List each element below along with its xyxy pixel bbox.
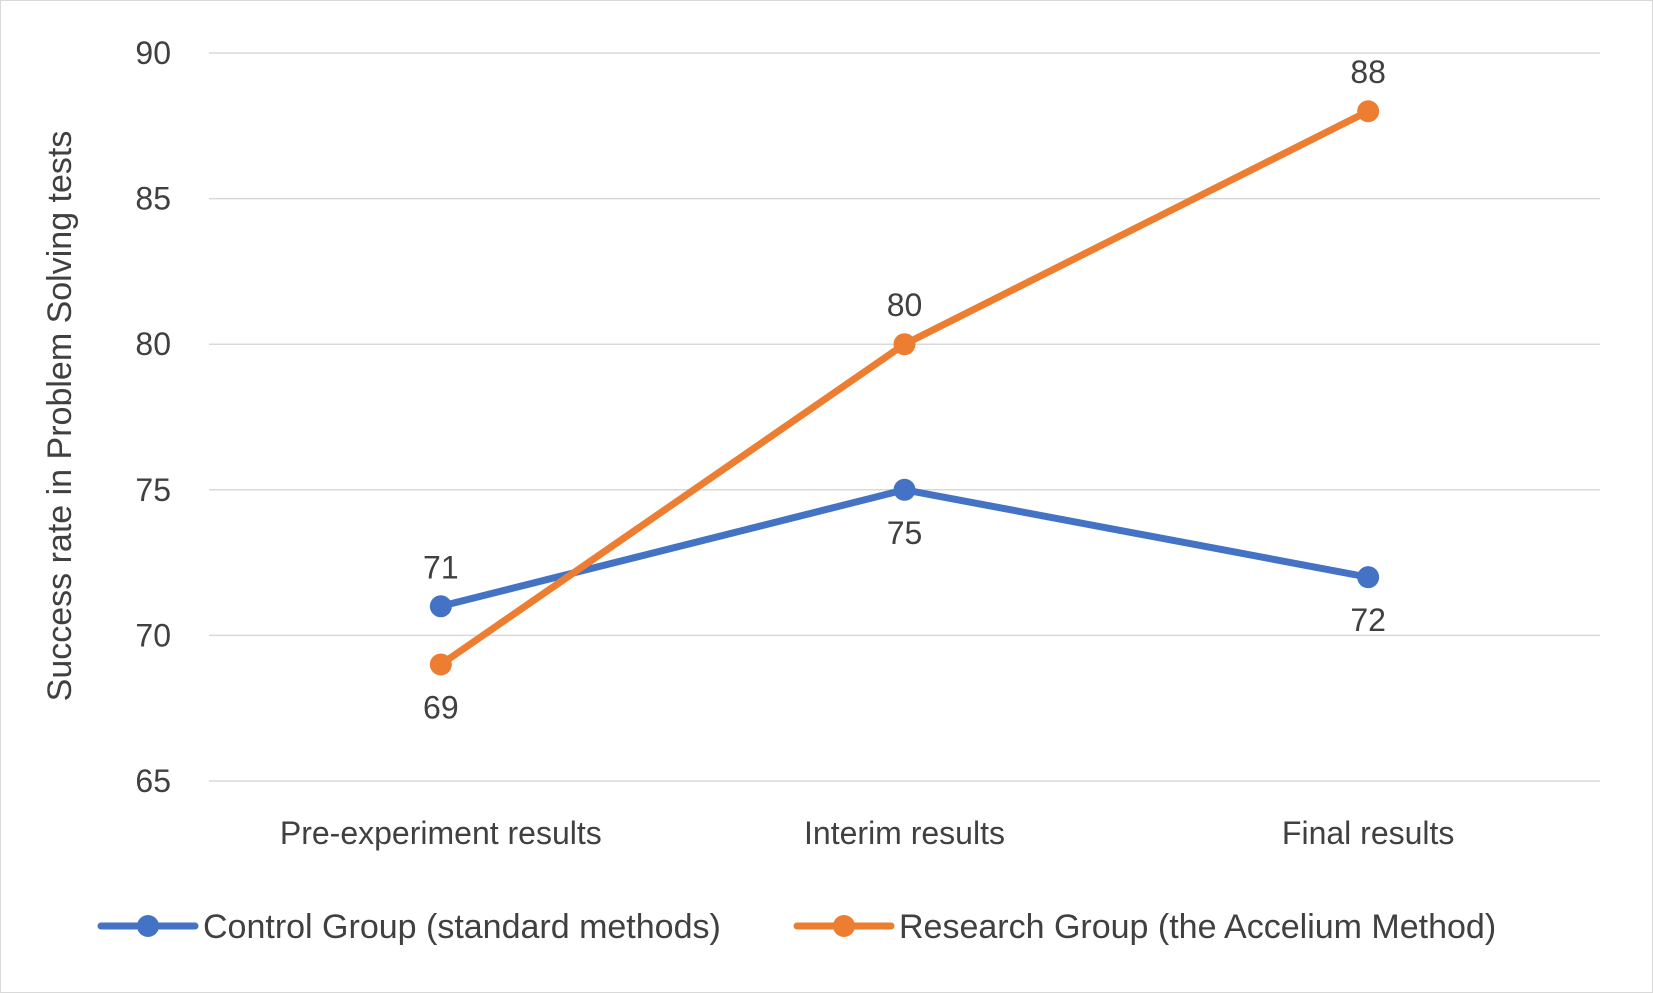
data-label: 72 [1350,602,1386,638]
data-label: 71 [423,549,459,585]
x-axis-ticks: Pre-experiment results Interim results Fin… [280,815,1455,851]
series-line [437,107,1372,669]
y-axis-title: Success rate in Problem Solving tests [41,131,79,702]
x-tick-label: Final results [1282,815,1455,851]
series-control-group [429,478,1380,618]
y-tick-label: 70 [135,617,171,653]
y-tick-label: 65 [135,763,171,799]
y-tick-label: 85 [135,181,171,217]
series-layer [429,100,1380,676]
y-tick-label: 75 [135,472,171,508]
data-labels: 71 69 75 80 72 88 [423,54,1386,725]
legend-item: Control Group (standard methods) [97,908,721,946]
data-label: 88 [1350,54,1386,90]
legend-swatch-marker [137,915,159,937]
y-tick-label: 80 [135,326,171,362]
legend-label: Control Group (standard methods) [203,908,721,946]
data-label: 80 [887,287,923,323]
data-label: 75 [887,515,923,551]
y-axis-ticks: 65 70 75 80 85 90 [135,35,171,799]
x-tick-label: Interim results [804,815,1005,851]
series-research-group [429,100,1380,676]
gridlines [209,52,1600,782]
legend-swatch-marker [833,915,855,937]
data-point [1357,566,1380,589]
y-tick-label: 90 [135,35,171,71]
data-point [429,595,452,618]
data-point [893,478,916,501]
legend-label: Research Group (the Accelium Method) [899,908,1496,946]
x-tick-label: Pre-experiment results [280,815,602,851]
data-point [893,333,916,356]
legend: Control Group (standard methods) Research… [97,908,1496,946]
legend-item: Research Group (the Accelium Method) [793,908,1496,946]
data-label: 69 [423,690,459,726]
data-point [429,653,452,676]
data-point [1357,100,1380,123]
